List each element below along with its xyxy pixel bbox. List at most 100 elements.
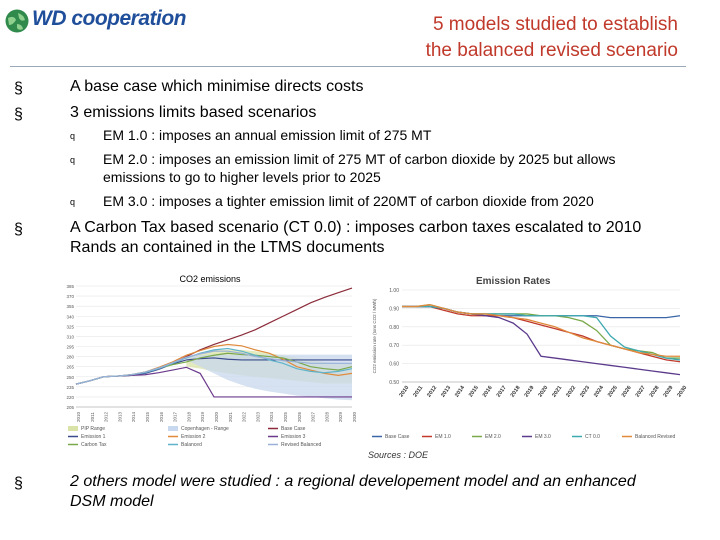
x-tick-label: 2027 <box>635 385 647 398</box>
y-tick-label: 1.00 <box>389 288 399 294</box>
sub-bullet-text: EM 3.0 : imposes a tighter emission limi… <box>103 193 594 209</box>
x-tick-label: 2015 <box>145 411 150 422</box>
series-line <box>402 305 681 376</box>
x-tick-label: 2019 <box>200 411 205 422</box>
y-tick-label: 205 <box>66 405 74 410</box>
x-tick-label: 2023 <box>255 411 260 422</box>
series-line <box>75 350 352 385</box>
legend-label: Emission 1 <box>81 434 106 440</box>
x-tick-label: 2016 <box>482 385 494 398</box>
x-tick-label: 2014 <box>131 411 136 422</box>
x-tick-label: 2011 <box>90 412 95 422</box>
title-divider <box>10 66 686 67</box>
logo-text: WD cooperation <box>32 7 187 30</box>
y-tick-label: 355 <box>66 304 74 309</box>
legend-swatch <box>68 426 78 431</box>
title-line: the balanced revised scenario <box>425 40 678 61</box>
y-tick-label: 265 <box>66 365 74 370</box>
x-tick-label: 2026 <box>297 411 302 422</box>
y-axis-label: CO2 emission rate (tons CO2 / MWh) <box>372 298 377 373</box>
y-tick-label: 370 <box>66 294 74 299</box>
series-line <box>402 305 681 363</box>
x-tick-label: 2014 <box>454 384 466 398</box>
y-tick-label: 235 <box>66 385 74 390</box>
sub-bullet-text: EM 2.0 : imposes an emission limit of 27… <box>103 151 616 185</box>
emission-rates-chart: Emission Rates 0.50 0.60 0.70 0.80 0.90 1.00 CO… <box>368 272 688 448</box>
bullet-text: 2 others model were studied : a regional… <box>70 473 636 510</box>
legend-label: Revised Balanced <box>281 442 322 448</box>
y-tick-label: 0.50 <box>389 380 399 386</box>
x-tick-label: 2010 <box>76 411 81 422</box>
x-tick-label: 2018 <box>186 411 191 422</box>
legend-label: Balanced <box>181 442 202 448</box>
source-note: Sources : DOE <box>368 450 429 460</box>
series-line <box>402 304 680 357</box>
x-tick-label: 2018 <box>510 385 522 398</box>
x-tick-label: 2028 <box>324 411 329 422</box>
bullet-marker: § <box>14 106 23 123</box>
x-tick-label: 2012 <box>426 385 438 398</box>
x-tick-label: 2016 <box>159 411 164 422</box>
chart-title: Emission Rates <box>476 276 551 287</box>
x-tick-label: 2010 <box>398 385 410 398</box>
bullet-text: A base case which minimise directs costs <box>70 78 364 95</box>
co2-emissions-chart: CO2 emissions 205 220 235 250 265 280 295 310 325… <box>60 272 360 460</box>
legend-label: Base Case <box>281 426 306 432</box>
sub-bullet-text: EM 1.0 : imposes an annual emission limi… <box>103 127 432 143</box>
bullet-marker: § <box>14 221 23 238</box>
chart-title: CO2 emissions <box>179 274 241 284</box>
bullet-marker: § <box>14 80 23 97</box>
y-tick-label: 0.70 <box>389 343 399 349</box>
y-tick-label: 0.80 <box>389 325 399 331</box>
x-tick-label: 2030 <box>676 385 688 398</box>
y-tick-label: 250 <box>66 375 74 380</box>
legend-label: Emission 3 <box>281 434 306 440</box>
x-tick-label: 2026 <box>621 385 633 398</box>
x-tick-label: 2013 <box>117 411 122 422</box>
x-tick-label: 2017 <box>496 385 508 398</box>
y-tick-label: 295 <box>66 345 74 350</box>
y-tick-label: 220 <box>66 395 74 400</box>
x-tick-label: 2028 <box>649 385 661 398</box>
x-tick-label: 2015 <box>468 385 480 398</box>
sub-bullet-marker: q <box>70 155 76 165</box>
title-line: 5 models studied to establish <box>432 14 678 35</box>
slide-title: 5 models studied to establish the balanc… <box>318 12 678 64</box>
band-area <box>186 354 352 401</box>
legend-label: EM 2.0 <box>485 434 501 440</box>
legend-label: Emission 2 <box>181 434 206 440</box>
x-tick-label: 2017 <box>173 411 178 422</box>
y-tick-label: 280 <box>66 355 74 360</box>
bullet-marker: § <box>14 475 23 492</box>
x-tick-label: 2027 <box>311 411 316 422</box>
x-tick-label: 2013 <box>440 385 452 398</box>
x-tick-label: 2025 <box>607 385 619 398</box>
legend-label: Base Case <box>385 434 410 440</box>
y-tick-label: 385 <box>66 284 74 289</box>
legend-label: CT 0.0 <box>585 434 600 440</box>
x-tick-label: 2029 <box>338 411 343 422</box>
x-tick-label: 2021 <box>551 385 563 398</box>
legend-label: EM 3.0 <box>535 434 551 440</box>
x-tick-label: 2030 <box>352 411 357 422</box>
bullet-text: A Carbon Tax based scenario (CT 0.0) : i… <box>70 219 642 256</box>
sub-bullet-marker: q <box>70 131 76 141</box>
x-tick-label: 2020 <box>214 411 219 422</box>
legend-label: PIP Range <box>81 426 105 432</box>
bullet-text: 3 emissions limits based scenarios <box>70 104 317 121</box>
x-tick-label: 2020 <box>537 385 549 398</box>
y-tick-label: 0.90 <box>389 306 399 312</box>
x-tick-label: 2025 <box>283 411 288 422</box>
x-tick-label: 2024 <box>269 411 274 422</box>
legend-label: Carbon Tax <box>81 442 107 448</box>
legend-label: Balanced Revised <box>635 434 676 440</box>
y-tick-label: 325 <box>66 324 74 329</box>
x-tick-label: 2022 <box>242 411 247 422</box>
y-tick-label: 0.60 <box>389 362 399 368</box>
x-tick-label: 2023 <box>579 385 591 398</box>
x-tick-label: 2019 <box>524 385 536 398</box>
x-tick-label: 2012 <box>104 411 109 422</box>
legend-swatch <box>168 426 178 431</box>
legend-label: Copenhagen - Range <box>181 426 229 432</box>
x-tick-label: 2011 <box>412 385 424 398</box>
